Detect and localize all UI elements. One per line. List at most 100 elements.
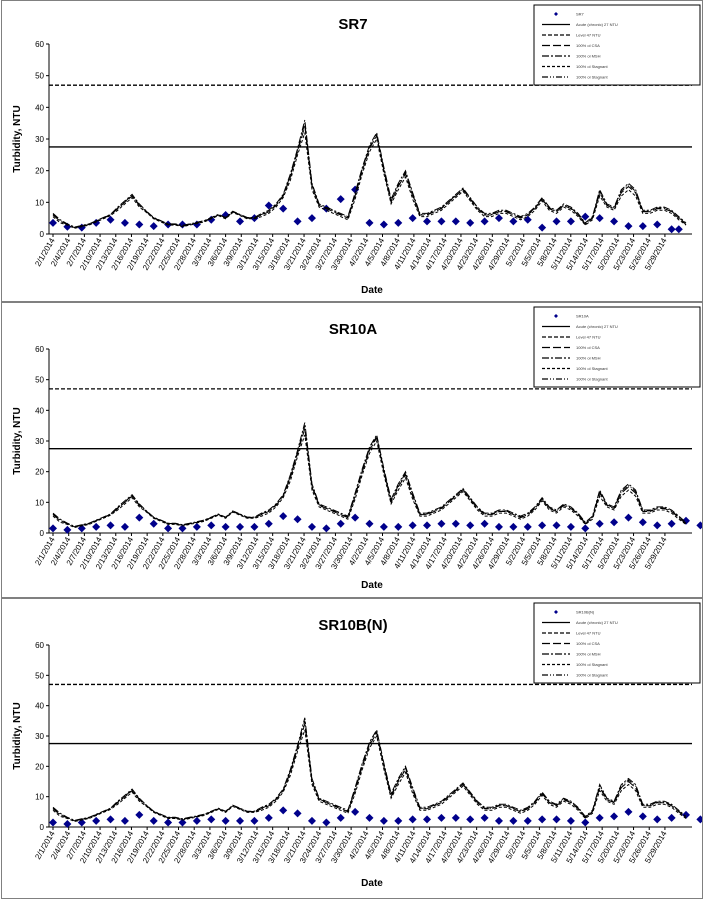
data-point-marker (696, 521, 702, 530)
data-point-marker (221, 816, 230, 825)
x-axis-label: Date (361, 285, 383, 296)
series-shortdash-line (52, 729, 687, 823)
data-point-marker (451, 519, 460, 528)
data-point-marker (581, 818, 590, 827)
data-point-marker (135, 810, 144, 819)
y-tick-label: 30 (35, 732, 44, 741)
chart-title: SR7 (338, 16, 367, 33)
data-point-marker (307, 214, 316, 223)
data-point-marker (49, 818, 57, 827)
legend-swatch (554, 12, 558, 16)
data-point-marker (264, 201, 273, 210)
legend-label: 100% ol MSH (576, 652, 601, 657)
legend-label: Level 47 NTU (576, 33, 601, 38)
data-point-marker (250, 522, 259, 531)
data-point-marker (336, 813, 345, 822)
legend-label: Level 47 NTU (576, 335, 601, 340)
series-shortdash-line (52, 434, 687, 529)
data-point-marker (192, 522, 201, 531)
legend-label: 100% ol Stagnant (576, 366, 608, 371)
data-point-marker (264, 519, 273, 528)
data-point-marker (120, 522, 129, 531)
data-point-marker (509, 522, 518, 531)
data-point-marker (581, 524, 590, 533)
data-point-marker (667, 813, 676, 822)
data-point-marker (336, 519, 345, 528)
data-point-marker (466, 521, 475, 530)
data-point-marker (307, 816, 316, 825)
chart-legend: SR10A Acute (chronic) 27 NTU Level 47 NTU 1… (533, 306, 701, 388)
data-point-marker (538, 521, 547, 530)
data-point-marker (236, 217, 245, 226)
legend-box (533, 306, 701, 388)
series-dashdot-line (52, 422, 687, 527)
y-tick-label: 0 (40, 529, 45, 538)
data-point-marker (236, 816, 245, 825)
x-axis-label: Date (361, 580, 383, 591)
data-point-marker (610, 217, 619, 226)
data-point-marker (192, 816, 201, 825)
data-point-marker (365, 813, 374, 822)
data-point-marker (610, 518, 619, 527)
data-point-marker (106, 815, 115, 824)
data-point-marker (624, 222, 633, 231)
legend-label: 100% ol Stagnant (576, 75, 608, 80)
data-point-marker (480, 519, 489, 528)
data-point-marker (207, 815, 216, 824)
y-tick-label: 30 (35, 135, 44, 144)
data-point-marker (667, 519, 676, 528)
data-point-marker (264, 813, 273, 822)
data-point-marker (696, 815, 702, 824)
legend-label: 100% ol Stagnant (576, 662, 608, 667)
chart-panel-sr10bn: SR10B(N) 0 10 20 30 40 50 60 Turbidity, NTU 2/1/2… (1, 598, 703, 899)
data-point-marker (293, 809, 302, 818)
data-point-marker (394, 218, 403, 227)
legend-label: 100% ol MSH (576, 356, 601, 361)
legend-label: 100% ol CSA (576, 345, 600, 350)
data-point-marker (149, 519, 158, 528)
legend-label: Level 47 NTU (576, 631, 601, 636)
legend-box (533, 602, 701, 684)
data-point-marker (120, 218, 129, 227)
data-point-marker (149, 222, 158, 231)
data-point-marker (653, 521, 662, 530)
series-dashdotdot-line (52, 425, 687, 528)
legend-box (533, 4, 701, 86)
y-tick-label: 10 (35, 793, 44, 802)
data-point-marker (293, 217, 302, 226)
y-tick-label: 40 (35, 103, 44, 112)
data-point-marker (480, 813, 489, 822)
data-point-marker (480, 217, 489, 226)
data-point-marker (509, 816, 518, 825)
legend-label: SR10B(N) (576, 610, 595, 615)
data-point-marker (149, 816, 158, 825)
y-tick-label: 40 (35, 406, 44, 415)
data-point-marker (408, 815, 417, 824)
data-point-marker (106, 215, 115, 224)
data-point-marker (638, 518, 647, 527)
data-point-marker (49, 524, 57, 533)
data-point-marker (423, 815, 432, 824)
data-point-marker (63, 819, 72, 828)
y-tick-label: 0 (40, 823, 45, 832)
legend-swatch (554, 314, 558, 318)
y-tick-label: 60 (35, 641, 44, 650)
data-point-marker (682, 516, 690, 525)
data-point-marker (653, 220, 662, 229)
data-point-marker (120, 816, 129, 825)
y-tick-label: 50 (35, 376, 44, 385)
y-tick-label: 20 (35, 468, 44, 477)
legend-label: Acute (chronic) 27 NTU (576, 620, 618, 625)
y-tick-label: 10 (35, 198, 44, 207)
legend-label: 100% ol Stagnant (576, 673, 608, 678)
data-point-marker (250, 816, 259, 825)
data-point-marker (49, 218, 57, 227)
chart-legend: SR7 Acute (chronic) 27 NTU Level 47 NTU 100… (533, 4, 701, 86)
data-point-marker (667, 225, 676, 234)
data-point-marker (466, 218, 475, 227)
data-point-marker (610, 812, 619, 821)
y-tick-label: 40 (35, 702, 44, 711)
data-point-marker (92, 522, 101, 531)
legend-label: 100% ol CSA (576, 641, 600, 646)
